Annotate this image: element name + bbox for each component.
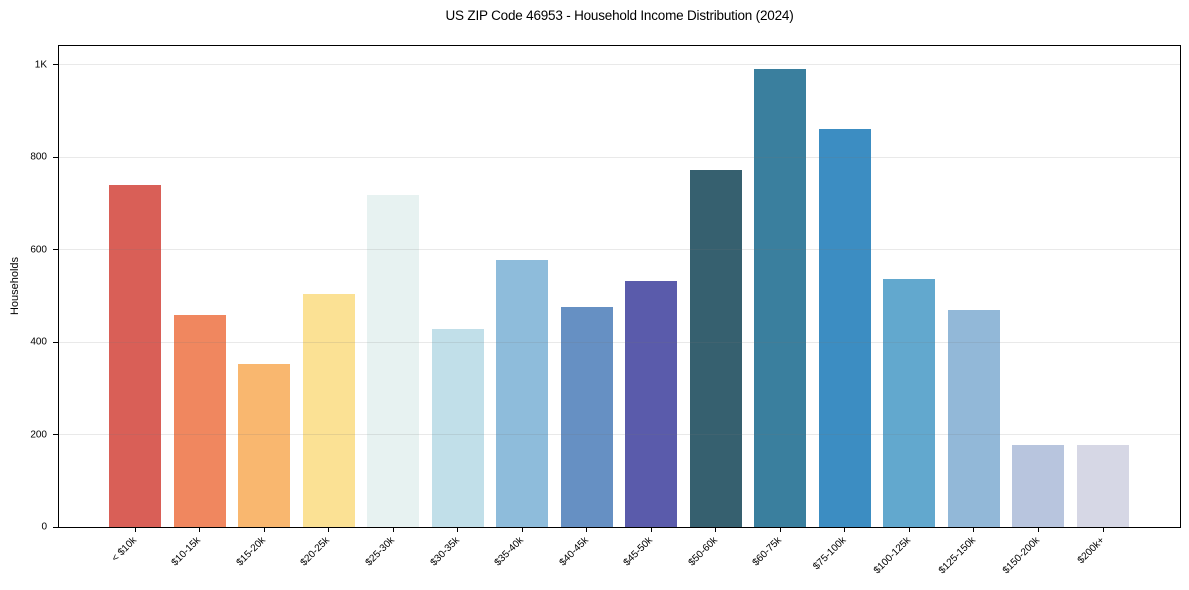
chart-title: US ZIP Code 46953 - Household Income Dis…: [445, 8, 794, 23]
bar: [818, 129, 871, 527]
y-axis-label: Households: [9, 256, 21, 316]
x-axis-tick: [908, 528, 910, 532]
bar: [496, 259, 549, 527]
x-tick-label: $100-125k: [871, 535, 914, 577]
bar: [109, 184, 161, 527]
x-axis-tick: [1102, 528, 1104, 532]
x-axis-tick: [973, 528, 975, 532]
x-tick-label: $150-200k: [1001, 535, 1043, 577]
bar: [689, 169, 742, 527]
x-axis-tick: [392, 528, 394, 532]
x-axis-tick: [715, 528, 717, 532]
y-tick-label: 0: [41, 521, 47, 533]
bar: [947, 310, 1000, 527]
x-tick-label: $60-75k: [750, 535, 785, 569]
x-axis-tick: [1037, 528, 1039, 532]
y-tick-label: 1K: [34, 59, 47, 70]
y-tick-label: 800: [30, 151, 47, 163]
bar: [431, 329, 484, 527]
x-axis-tick: [650, 528, 652, 532]
gridline: [59, 341, 1180, 343]
x-tick-label: $200k+: [1075, 535, 1107, 567]
x-axis-tick: [586, 528, 588, 532]
x-axis-tick: [457, 528, 459, 532]
bar: [1012, 445, 1065, 527]
y-tick-label: 600: [30, 244, 47, 255]
x-tick-label: $125-150k: [936, 535, 978, 577]
x-tick-label: $15-20k: [234, 535, 268, 569]
bar: [173, 315, 226, 527]
x-axis-tick: [134, 528, 136, 532]
x-tick-label: $35-40k: [492, 535, 526, 569]
bar: [754, 68, 807, 527]
y-axis-tick: [53, 64, 58, 65]
x-tick-label: $10-15k: [169, 535, 204, 569]
bar: [625, 280, 678, 527]
gridline: [59, 249, 1180, 250]
bar: [367, 195, 420, 527]
bar: [238, 363, 291, 527]
y-tick-label: 400: [30, 336, 47, 348]
x-axis-tick: [779, 528, 781, 532]
gridline: [59, 156, 1180, 158]
x-tick-label: $50-60k: [686, 535, 720, 569]
bar: [560, 306, 613, 527]
y-axis-tick: [53, 341, 58, 343]
x-tick-label: $75-100k: [811, 535, 849, 573]
gridline: [59, 434, 1180, 435]
bar: [302, 294, 355, 527]
bar: [1077, 445, 1129, 527]
x-tick-label: $40-45k: [557, 535, 591, 569]
plot-area: < $10k $10-15k $15-20k $20-25k $25-30k $30-35…: [30, 45, 1181, 576]
x-axis-tick: [328, 528, 330, 532]
y-axis-tick: [53, 156, 58, 158]
y-axis-tick: [53, 434, 58, 435]
x-axis-tick: [263, 528, 265, 532]
y-axis-tick: [53, 526, 58, 528]
x-axis-tick: [199, 528, 201, 532]
x-tick-label: $25-30k: [363, 535, 397, 569]
y-tick-label: 200: [30, 429, 47, 440]
x-tick-label: $30-35k: [428, 535, 462, 569]
x-tick-label: $45-50k: [621, 535, 656, 569]
x-tick-label: $20-25k: [299, 535, 333, 569]
bar: [883, 278, 936, 527]
y-axis-tick: [53, 249, 58, 250]
x-axis-tick: [844, 528, 846, 532]
x-axis-tick: [521, 528, 523, 532]
x-tick-label: < $10k: [109, 535, 139, 565]
gridline: [59, 64, 1180, 65]
